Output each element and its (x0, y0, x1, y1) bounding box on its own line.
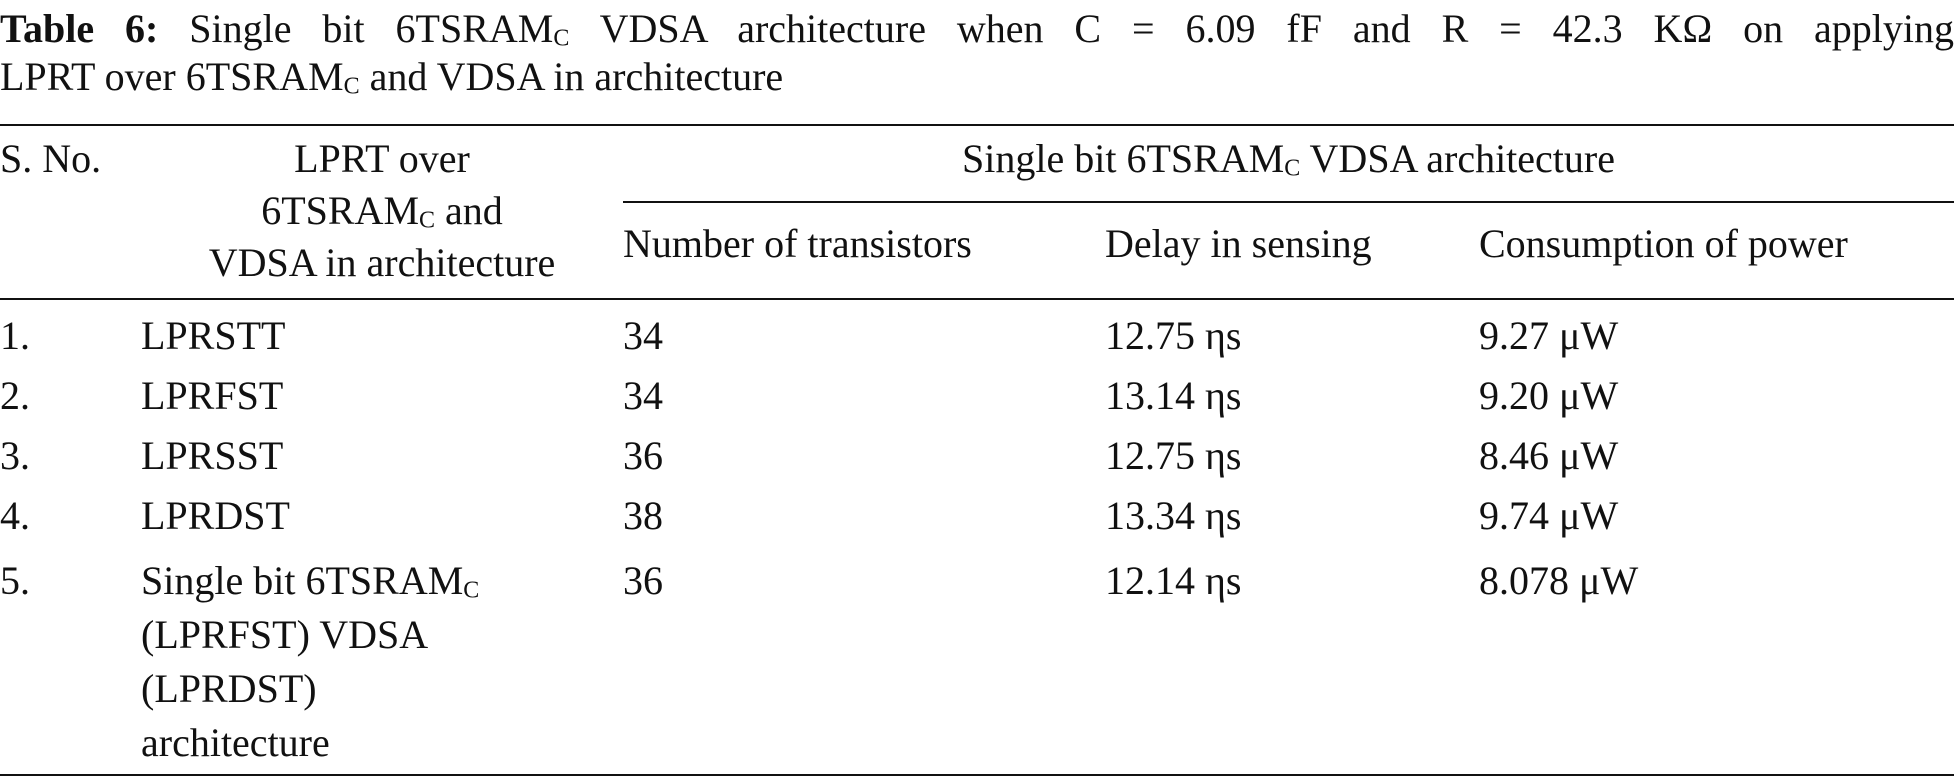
caption-text: and VDSA in architecture (359, 54, 784, 99)
header-subscript: C (1284, 155, 1301, 182)
table-cell: 3. (0, 433, 30, 478)
header-text: VDSA in architecture (208, 240, 556, 285)
table-cell: 12.14 ηs (1105, 558, 1242, 603)
table-cell: 36 (623, 558, 663, 603)
header-cell: Consumption of power (1479, 221, 1848, 266)
rule (0, 774, 1954, 776)
rule (623, 201, 1954, 203)
cell-text: (LPRFST) VDSA (141, 612, 429, 657)
caption-line: LPRT over 6TSRAMC and VDSA in architectu… (0, 54, 784, 100)
header-subscript: C (419, 207, 436, 234)
header-text: 6TSRAM (261, 188, 420, 233)
table-cell: 38 (623, 493, 663, 538)
header-cell: Delay in sensing (1105, 221, 1372, 266)
header-group: Single bit 6TSRAMC VDSA architecture (623, 133, 1954, 185)
table-cell: LPRSST (141, 433, 284, 478)
table-cell: 1. (0, 313, 30, 358)
table-cell: 13.34 ηs (1105, 493, 1242, 538)
caption-label: Table 6: (0, 6, 159, 51)
table-cell: 5. (0, 558, 30, 603)
table-cell: 13.14 ηs (1105, 373, 1242, 418)
table-cell: 34 (623, 373, 663, 418)
cell-text: (LPRDST) (141, 666, 317, 711)
header-text: LPRT over (294, 136, 470, 181)
caption-text: LPRT over 6TSRAM (0, 54, 344, 99)
caption-subscript: C (343, 73, 360, 100)
rule (0, 124, 1954, 126)
table-cell: Single bit 6TSRAMC (LPRFST) VDSA (LPRDST) a… (141, 554, 479, 770)
header-cell: S. No. (0, 136, 102, 181)
table-cell: LPRSTT (141, 313, 286, 358)
table-cell: 4. (0, 493, 30, 538)
header-cell: Number of transistors (623, 221, 972, 266)
header-text: and (435, 188, 503, 233)
table-cell: 9.27 μW (1479, 313, 1619, 358)
header-text: Single bit 6TSRAM (961, 136, 1285, 181)
cell-text: architecture (141, 720, 330, 765)
caption-text: Single bit 6TSRAM (158, 6, 554, 51)
table-cell: 12.75 ηs (1105, 313, 1242, 358)
table-cell: 8.078 μW (1479, 558, 1639, 603)
cell-text: Single bit 6TSRAM (141, 558, 464, 603)
table-cell: 9.20 μW (1479, 373, 1619, 418)
table-cell: 36 (623, 433, 663, 478)
table-cell: 2. (0, 373, 30, 418)
table-cell: LPRFST (141, 373, 284, 418)
caption-subscript: C (553, 25, 570, 52)
header-text: VDSA architecture (1300, 136, 1615, 181)
table-cell: 8.46 μW (1479, 433, 1619, 478)
rule (0, 298, 1954, 300)
table-cell: 34 (623, 313, 663, 358)
header-cell: LPRT over 6TSRAMC and VDSA in architecture (141, 133, 623, 289)
caption-text: VDSA architecture when C = 6.09 fF and R… (569, 6, 1954, 51)
caption-line: Table 6: Single bit 6TSRAMC VDSA archite… (0, 6, 1954, 52)
table-cell: 9.74 μW (1479, 493, 1619, 538)
table-cell: LPRDST (141, 493, 290, 538)
cell-subscript: C (463, 577, 480, 604)
table-cell: 12.75 ηs (1105, 433, 1242, 478)
